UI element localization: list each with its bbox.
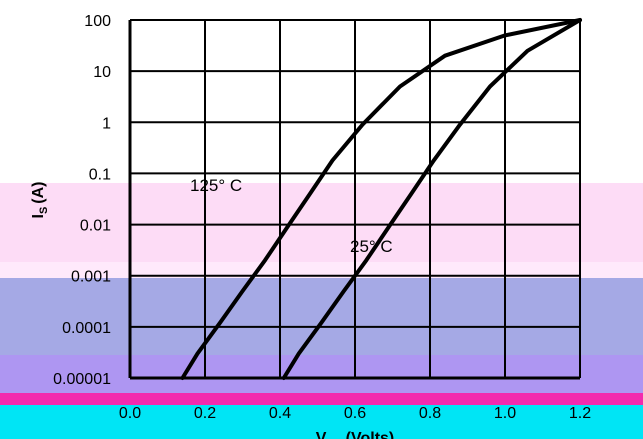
magenta-band — [0, 393, 643, 405]
x-tick-label: 0.0 — [119, 405, 141, 422]
y-axis-title-suffix: (A) — [30, 181, 47, 203]
x-axis-title: VSD(Volts) — [316, 430, 395, 439]
x-tick-label: 0.4 — [269, 405, 291, 422]
y-tick-label: 0.1 — [89, 166, 111, 183]
cyan-band — [0, 405, 643, 439]
x-tick-label: 1.0 — [494, 405, 516, 422]
blue-band — [0, 278, 643, 355]
y-tick-label: 0.00001 — [53, 371, 111, 388]
y-tick-label: 100 — [84, 13, 111, 30]
grid — [130, 19, 580, 378]
y-tick-label: 1 — [102, 115, 111, 132]
y-tick-label: 10 — [93, 64, 111, 81]
svg-text:VSD(Volts): VSD(Volts) — [316, 430, 395, 439]
y-axis-title-main: I — [30, 214, 47, 218]
x-axis-title-suffix: (Volts) — [346, 430, 395, 439]
x-tick-labels: 0.0 0.2 0.4 0.6 0.8 1.0 1.2 — [119, 405, 591, 422]
x-tick-label: 0.2 — [194, 405, 216, 422]
y-axis-title: IS (A) — [30, 181, 50, 218]
y-tick-label: 0.001 — [71, 269, 111, 286]
x-tick-label: 1.2 — [569, 405, 591, 422]
violet-band — [0, 355, 643, 393]
light-pink-band — [0, 262, 643, 278]
series-label-25c: 25° C — [350, 237, 393, 256]
series-line-0 — [180, 18, 582, 380]
x-tick-label: 0.6 — [344, 405, 366, 422]
y-tick-label: 0.01 — [80, 218, 111, 235]
series-label-125c: 125° C — [190, 176, 242, 195]
x-axis-title-main: V — [316, 430, 327, 439]
plot-frame — [128, 20, 581, 380]
y-tick-labels: 0.00001 0.0001 0.001 0.01 0.1 1 10 100 — [53, 13, 111, 388]
y-axis-title-sub: S — [38, 207, 50, 214]
series-layer — [180, 18, 582, 380]
x-tick-label: 0.8 — [419, 405, 441, 422]
series-line-1 — [281, 18, 582, 380]
y-tick-label: 0.0001 — [62, 320, 111, 337]
pink-band — [0, 183, 643, 262]
svg-text:IS(A): IS (A) — [30, 181, 50, 218]
